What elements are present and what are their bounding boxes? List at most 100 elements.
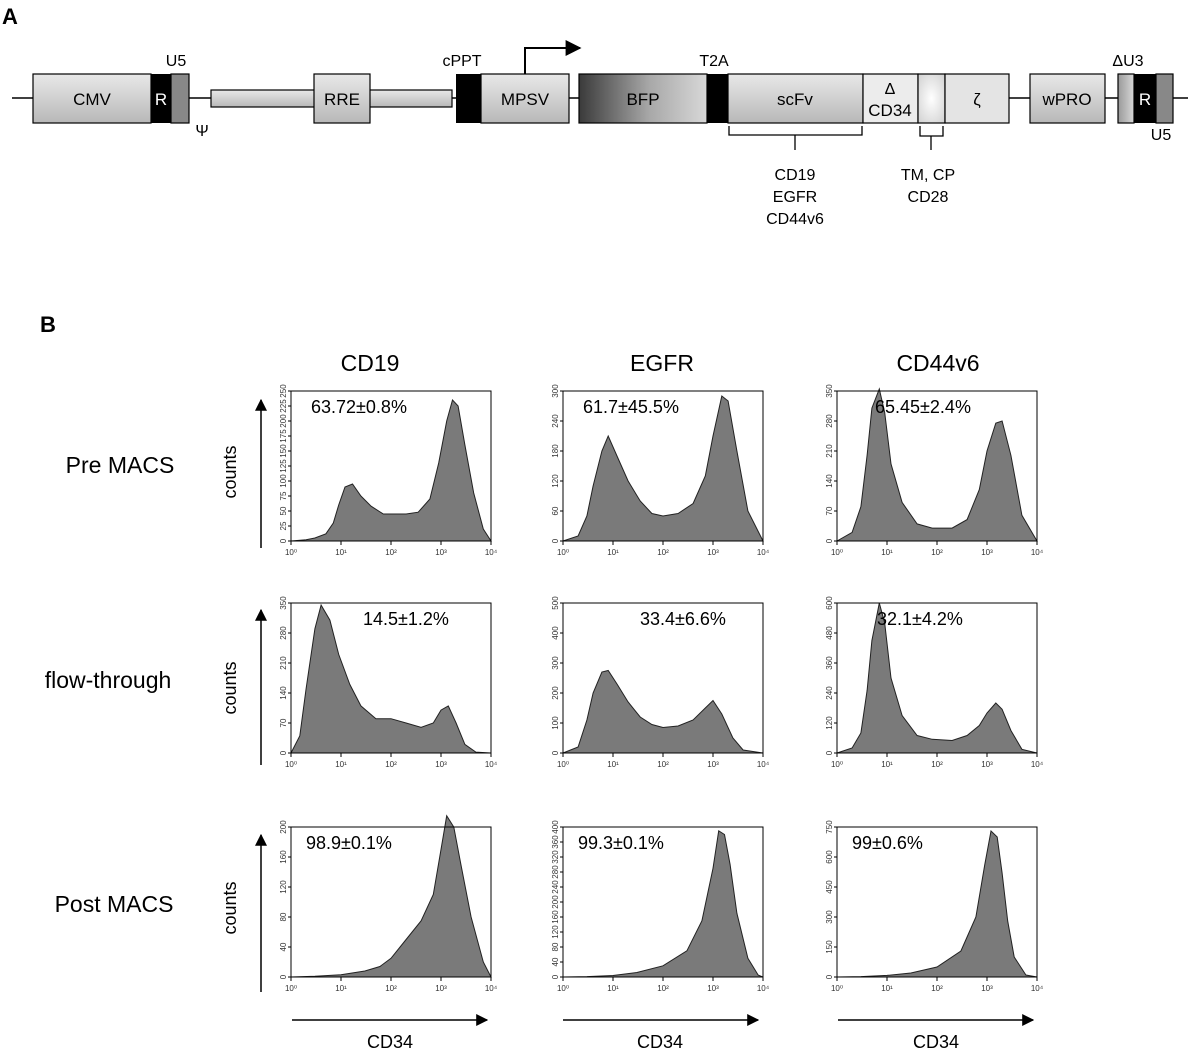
r-left-segment: [151, 74, 171, 123]
x-tick-label: 10⁰: [557, 984, 569, 993]
x-axis-label-col-2: CD34: [637, 1032, 683, 1052]
y-tick-label: 225: [279, 399, 288, 413]
x-tick-label: 10²: [385, 760, 397, 769]
y-tick-label: 450: [825, 880, 834, 894]
x-tick-label: 10⁰: [557, 760, 569, 769]
x-tick-label: 10²: [385, 548, 397, 557]
x-tick-label: 10³: [435, 984, 447, 993]
wpro-label: wPRO: [1041, 90, 1091, 109]
scfv-segment: [727, 73, 864, 124]
x-tick-label: 10²: [657, 760, 669, 769]
row-header-flow-through: flow-through: [45, 667, 172, 693]
histogram-post-macs-egfr: 10⁰ 10¹ 10² 10³ 10⁴ 0 40 80 12016020024028032036…: [551, 820, 770, 993]
x-axis-label-col-1: CD34: [367, 1032, 413, 1052]
histogram-post-macs-cd44v6: 10⁰ 10¹ 10² 10³ 10⁴ 0 150 300 450 600 750 99±0.6%: [825, 820, 1044, 993]
x-tick-label: 10²: [931, 984, 943, 993]
y-tick-label: 210: [825, 444, 834, 458]
y-tick-label: 100: [551, 716, 560, 730]
y-tick-label: 80: [551, 942, 560, 951]
u5-left-label: U5: [166, 53, 187, 70]
y-tick-label: 120: [825, 716, 834, 730]
y-tick-label: 120: [279, 880, 288, 894]
x-tick-label: 10¹: [335, 548, 347, 557]
x-tick-label: 10³: [981, 548, 993, 557]
x-tick-label: 10⁴: [485, 984, 498, 993]
percentage-annotation-post-macs-cd44v6: 99±0.6%: [852, 833, 923, 853]
x-tick-label: 10²: [385, 984, 397, 993]
tm-cp-label: TM, CP: [901, 167, 955, 184]
histogram-area-post-macs-egfr: [562, 829, 764, 978]
y-tick-label: 300: [551, 384, 560, 398]
x-tick-label: 10⁰: [557, 548, 569, 557]
x-tick-label: 10³: [981, 984, 993, 993]
y-tick-label: 240: [551, 414, 560, 428]
y-tick-label: 0: [279, 974, 288, 979]
y-tick-label: 280: [279, 626, 288, 640]
x-tick-label: 10¹: [335, 760, 347, 769]
percentage-annotation-flow-through-cd19: 14.5±1.2%: [363, 609, 449, 629]
y-tick-label: 750: [825, 820, 834, 834]
y-tick-label: 320: [551, 850, 560, 864]
delta-cd34-segment: [862, 73, 919, 124]
x-tick-label: 10⁴: [1031, 548, 1044, 557]
panel-b-letter: B: [40, 312, 56, 337]
histogram-area-flow-through-cd44v6: [836, 602, 1038, 754]
y-tick-label: 210: [279, 656, 288, 670]
rre-segment: [313, 73, 371, 124]
histogram-grid: 10⁰ 10¹ 10² 10³ 10⁴0255075100125150175200225…: [279, 384, 1044, 993]
delta-u3-segment: [1117, 73, 1135, 124]
x-tick-label: 10³: [435, 760, 447, 769]
y-axis-label-row-1: counts: [220, 445, 240, 498]
percentage-annotation-pre-macs-egfr: 61.7±45.5%: [583, 397, 679, 417]
x-tick-label: 10¹: [881, 548, 893, 557]
scfv-target-3: CD44v6: [766, 211, 824, 228]
x-tick-label: 10⁰: [831, 548, 843, 557]
percentage-annotation-pre-macs-cd44v6: 65.45±2.4%: [875, 397, 971, 417]
y-tick-label: 300: [825, 910, 834, 924]
x-tick-label: 10¹: [335, 984, 347, 993]
x-tick-label: 10⁰: [285, 548, 297, 557]
row-header-post-macs: Post MACS: [55, 891, 174, 917]
tm-cp-segment: [917, 73, 946, 124]
histogram-area-post-macs-cd44v6: [836, 829, 1038, 978]
y-tick-label: 200: [551, 895, 560, 909]
y-tick-label: 0: [825, 538, 834, 543]
u5-right-label: U5: [1151, 127, 1172, 144]
wpro-segment: [1029, 73, 1106, 124]
y-tick-label: 125: [279, 459, 288, 473]
percentage-annotation-pre-macs-cd19: 63.72±0.8%: [311, 397, 407, 417]
histogram-area-post-macs-cd19: [290, 814, 492, 978]
y-tick-label: 120: [551, 474, 560, 488]
scfv-target-1: CD19: [775, 167, 816, 184]
x-tick-label: 10¹: [607, 984, 619, 993]
u5-left-segment: [170, 73, 190, 124]
mpsv-label: MPSV: [501, 90, 550, 109]
y-tick-label: 600: [825, 850, 834, 864]
histogram-flow-through-cd44v6: 10⁰ 10¹ 10² 10³ 10⁴ 0 120 240 360 480 600 32.1±4.2%: [825, 596, 1044, 769]
scfv-bracket: [728, 126, 863, 150]
y-tick-label: 140: [825, 474, 834, 488]
histogram-area-pre-macs-cd44v6: [835, 387, 1038, 542]
x-axis-label-col-3: CD34: [913, 1032, 959, 1052]
x-tick-label: 10⁴: [1031, 760, 1044, 769]
row-header-pre-macs: Pre MACS: [66, 452, 175, 478]
x-tick-label: 10⁴: [757, 760, 770, 769]
delta-label: Δ: [885, 81, 896, 98]
x-tick-label: 10⁴: [757, 984, 770, 993]
psi-label: Ψ: [195, 123, 208, 140]
y-tick-label: 480: [825, 626, 834, 640]
histogram-post-macs-cd19: 10⁰ 10¹ 10² 10³ 10⁴ 0 40 80 120 160 200 98.9±0.1%: [279, 814, 498, 993]
x-tick-label: 10⁴: [1031, 984, 1044, 993]
histogram-area-pre-macs-egfr: [562, 395, 764, 542]
x-tick-label: 10⁴: [485, 760, 498, 769]
y-tick-label: 160: [279, 850, 288, 864]
histogram-flow-through-cd19: 10⁰ 10¹ 10² 10³ 10⁴ 0 70 140 210 280 350 14.5±1.2%: [279, 596, 498, 769]
y-tick-label: 0: [279, 538, 288, 543]
y-tick-label: 75: [279, 491, 288, 500]
zeta-segment: [944, 73, 1010, 124]
zeta-label: ζ: [973, 90, 981, 109]
scfv-target-2: EGFR: [773, 189, 817, 206]
cppt-segment: [456, 74, 481, 123]
y-tick-label: 150: [825, 940, 834, 954]
